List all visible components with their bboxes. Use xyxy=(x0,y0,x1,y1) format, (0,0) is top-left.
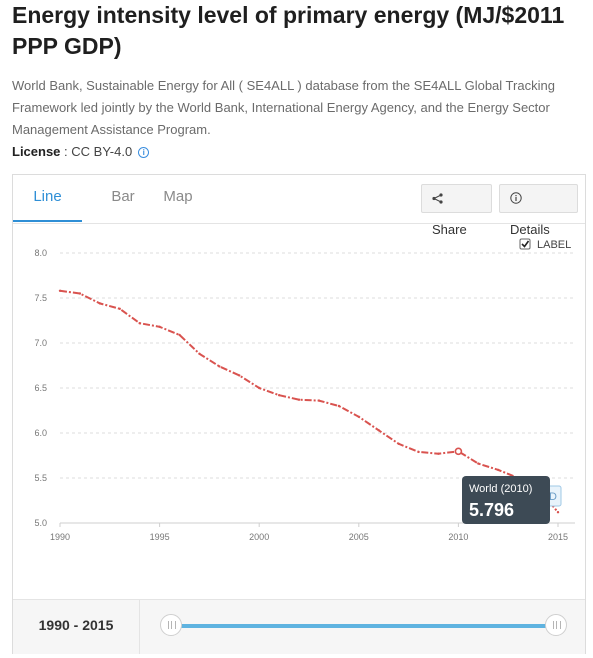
y-tick-label: 8.0 xyxy=(34,248,47,258)
data-point[interactable] xyxy=(317,399,321,402)
details-label: Details xyxy=(510,222,550,237)
y-tick-label: 6.0 xyxy=(34,428,47,438)
range-start-handle[interactable] xyxy=(160,614,182,636)
tab-bar-chart[interactable]: Bar xyxy=(111,188,135,205)
tab-line[interactable]: Line xyxy=(13,175,82,222)
data-point[interactable] xyxy=(297,398,301,401)
highlighted-data-point[interactable] xyxy=(454,447,463,456)
chart-widget: Line Bar Map Share Details 5.0 5.5 6.0 6.5 7… xyxy=(12,174,586,654)
series-layer xyxy=(58,289,560,514)
line-chart: 5.0 5.5 6.0 6.5 7.0 7.5 8.0 1990 1995 2000 2005 201… xyxy=(34,238,575,542)
license-line: License : CC BY-4.0 i xyxy=(12,141,150,163)
x-tick-label: 2005 xyxy=(349,532,369,542)
x-tick-label: 2010 xyxy=(448,532,468,542)
details-button[interactable]: Details xyxy=(499,184,578,237)
data-point[interactable] xyxy=(218,365,221,368)
share-button[interactable]: Share xyxy=(421,184,492,237)
data-point[interactable] xyxy=(198,352,201,355)
checkmark-icon xyxy=(521,240,530,248)
axis-layer: 5.0 5.5 6.0 6.5 7.0 7.5 8.0 1990 1995 2000 2005 201… xyxy=(34,248,575,542)
data-point[interactable] xyxy=(238,374,241,377)
info-icon[interactable]: i xyxy=(138,147,150,158)
data-point[interactable] xyxy=(78,292,82,295)
y-tick-label: 6.5 xyxy=(34,383,47,393)
share-label: Share xyxy=(432,222,467,237)
x-tick-label: 1990 xyxy=(50,532,70,542)
data-point[interactable] xyxy=(357,415,360,418)
chart-area: 5.0 5.5 6.0 6.5 7.0 7.5 8.0 1990 1995 2000 2005 201… xyxy=(13,224,585,599)
data-point[interactable] xyxy=(98,302,102,305)
data-point[interactable] xyxy=(497,468,500,472)
license-key: License xyxy=(12,144,61,159)
data-point[interactable] xyxy=(337,404,341,408)
data-point[interactable] xyxy=(178,333,181,337)
label-toggle[interactable]: LABEL xyxy=(519,238,571,251)
data-point[interactable] xyxy=(138,322,141,325)
page-title: Energy intensity level of primary energy… xyxy=(12,2,565,59)
dataset-description: World Bank, Sustainable Energy for All (… xyxy=(12,78,555,137)
details-info-icon xyxy=(510,186,522,215)
tooltip-title: World (2010) xyxy=(469,483,532,495)
license-value: CC BY-4.0 xyxy=(71,144,133,159)
tooltip-box xyxy=(462,476,550,524)
tab-map[interactable]: Map xyxy=(163,188,193,205)
data-point[interactable] xyxy=(118,307,121,310)
range-label: 1990 - 2015 xyxy=(13,600,140,654)
license-separator: : xyxy=(60,144,72,159)
end-label-text: D xyxy=(549,491,557,503)
label-toggle-text: LABEL xyxy=(537,239,571,251)
data-point[interactable] xyxy=(377,429,380,432)
y-tick-label: 5.0 xyxy=(34,518,47,528)
tab-bar: Line Bar Map Share Details xyxy=(13,175,585,237)
tooltip-value: 5.796 xyxy=(469,500,514,520)
y-tick-label: 7.0 xyxy=(34,338,47,348)
y-tick-label: 5.5 xyxy=(34,473,47,483)
share-icon xyxy=(432,186,443,215)
x-tick-label: 2000 xyxy=(249,532,269,542)
range-slider-track[interactable] xyxy=(173,624,558,628)
data-point[interactable] xyxy=(556,511,560,514)
data-point[interactable] xyxy=(437,452,440,455)
data-point[interactable] xyxy=(277,394,281,397)
label-checkbox[interactable] xyxy=(519,238,531,250)
data-point[interactable] xyxy=(477,462,480,465)
x-tick-label: 2015 xyxy=(548,532,568,542)
range-end-handle[interactable] xyxy=(545,614,567,636)
data-point[interactable] xyxy=(417,450,420,454)
y-tick-label: 7.5 xyxy=(34,293,47,303)
data-point[interactable] xyxy=(58,289,62,292)
data-point[interactable] xyxy=(397,442,400,445)
data-point[interactable] xyxy=(158,325,161,328)
series-line-world xyxy=(59,289,559,513)
x-tick-label: 1995 xyxy=(150,532,170,542)
range-footer: 1990 - 2015 xyxy=(13,599,585,654)
data-point[interactable] xyxy=(258,386,261,390)
tooltip: World (2010) 5.796 xyxy=(462,476,550,524)
